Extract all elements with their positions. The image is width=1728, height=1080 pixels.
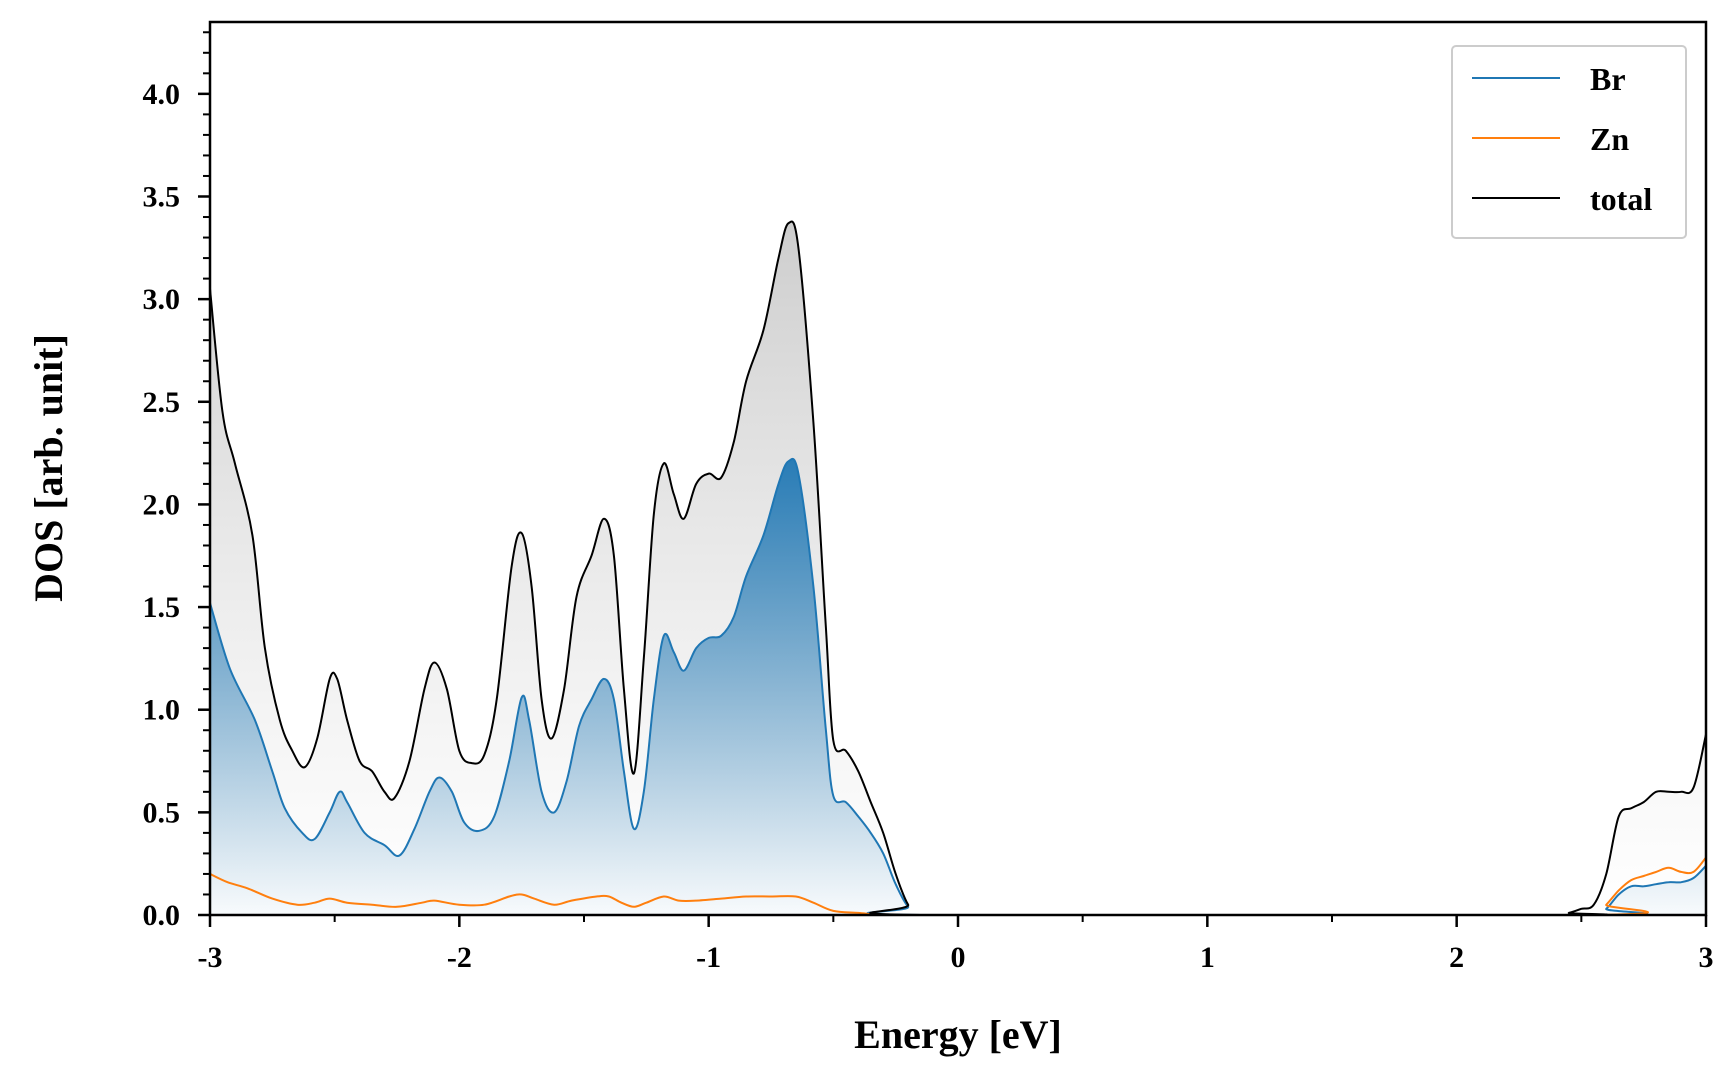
y-tick-label: 0.0 [143, 899, 181, 932]
legend-label-zn: Zn [1590, 121, 1629, 157]
y-tick-label: 3.0 [143, 283, 181, 316]
x-tick-label: 2 [1449, 941, 1464, 974]
area-fills [210, 221, 1706, 915]
legend-label-total: total [1590, 181, 1652, 217]
y-tick-label: 0.5 [143, 796, 181, 829]
legend-box [1451, 45, 1687, 239]
y-axis-ticks: 0.0 0.5 1.0 1.5 2.0 2.5 3.0 3.5 4.0 [143, 31, 210, 932]
area-fill-br [210, 458, 1706, 915]
series-line-br [210, 457, 1706, 915]
x-tick-label: 3 [1699, 941, 1714, 974]
x-tick-label: 0 [951, 941, 966, 974]
y-tick-label: 4.0 [143, 78, 181, 111]
y-axis-title: DOS [arb. unit] [26, 334, 71, 602]
series-lines [210, 220, 1706, 915]
legend: Br Zn total [1451, 45, 1687, 239]
x-tick-label: -1 [696, 941, 721, 974]
x-axis-ticks: -3 -2 -1 0 1 2 3 [198, 915, 1714, 974]
x-axis-title: Energy [eV] [854, 1012, 1062, 1057]
y-tick-label: 2.5 [143, 386, 181, 419]
x-tick-label: -3 [198, 941, 223, 974]
y-tick-label: 2.0 [143, 488, 181, 521]
x-tick-label: 1 [1200, 941, 1215, 974]
y-tick-label: 3.5 [143, 180, 181, 213]
legend-label-br: Br [1590, 61, 1626, 97]
y-tick-label: 1.5 [143, 591, 181, 624]
series-line-zn [210, 856, 1706, 915]
y-tick-label: 1.0 [143, 694, 181, 727]
x-tick-label: -2 [447, 941, 472, 974]
series-line-total [210, 220, 1706, 915]
